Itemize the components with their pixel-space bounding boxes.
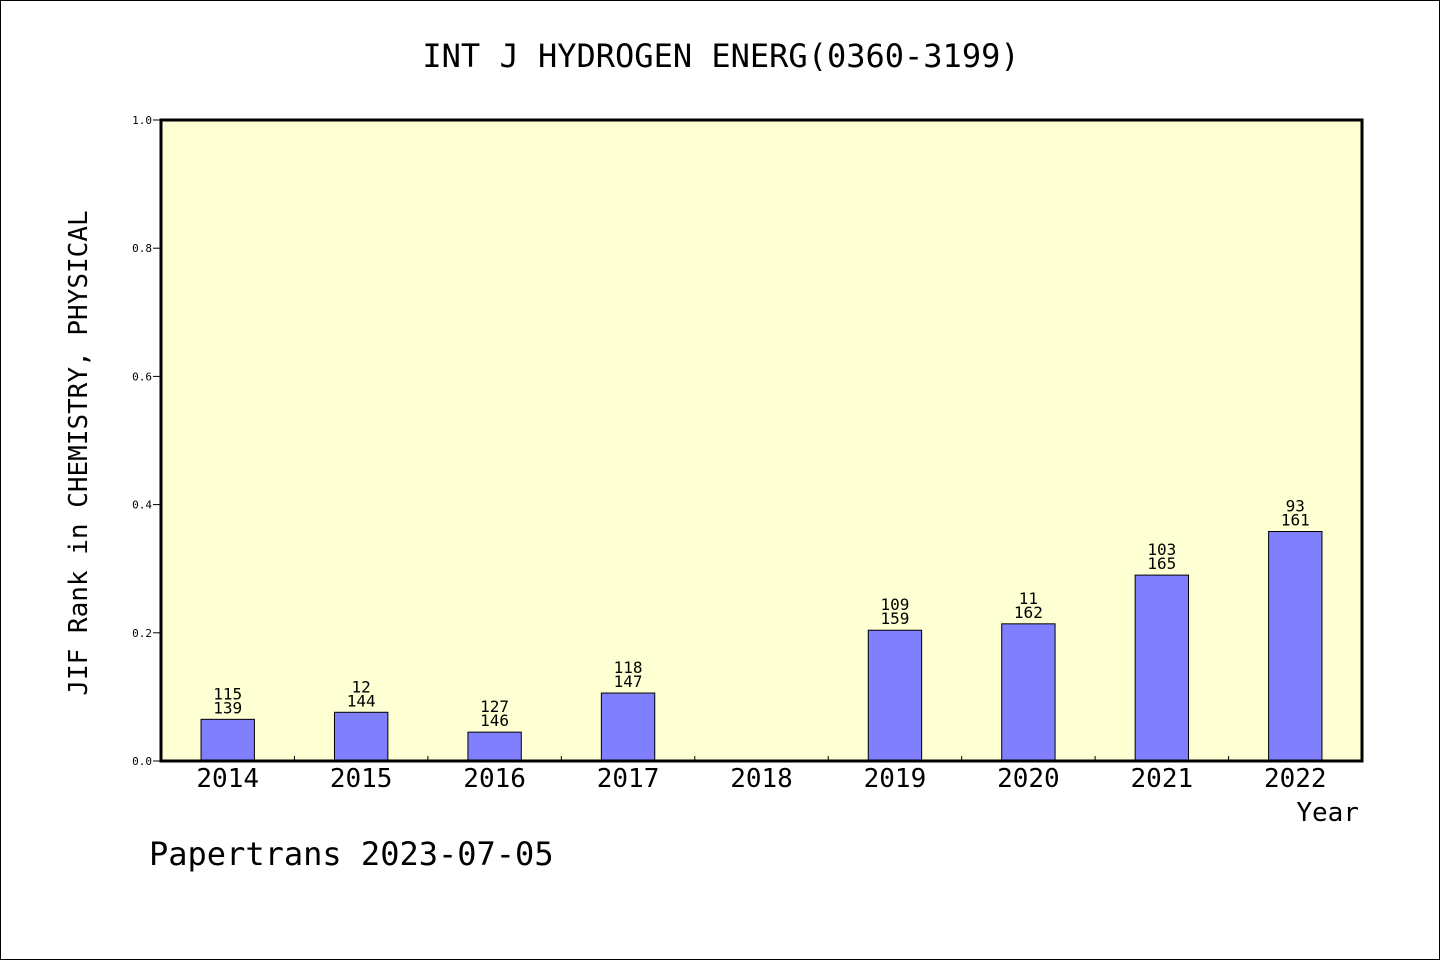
bar-2017 (600, 692, 656, 762)
y-tick-label: 0.6 (132, 370, 152, 383)
x-tick-label: 2018 (730, 764, 793, 794)
x-tick-label: 2021 (1131, 764, 1194, 794)
x-tick-label: 2016 (463, 764, 526, 794)
x-tick-label: 2020 (997, 764, 1060, 794)
y-tick-label: 0.4 (132, 499, 152, 512)
bar-2016 (467, 731, 522, 762)
y-tick-label: 0.2 (132, 627, 152, 640)
y-tick-label: 0.0 (132, 755, 152, 768)
x-tick-label: 2014 (196, 764, 259, 794)
y-tick-label: 1.0 (132, 114, 152, 127)
bar-label-rank: 12 (352, 677, 371, 696)
x-axis: 2014 2015 2016 2017 2018 2019 2020 2021 2022 (196, 756, 1327, 794)
x-tick-label: 2022 (1264, 764, 1327, 794)
bar-label-rank: 118 (614, 658, 643, 677)
footer-credit: Papertrans 2023-07-05 (149, 835, 554, 873)
bar-label-total: 165 (1147, 554, 1176, 573)
plot-frame (159, 118, 1364, 763)
bar-label-total: 139 (213, 698, 242, 717)
bar-2022 (1268, 531, 1323, 762)
bar-label-rank: 109 (880, 595, 909, 614)
bar-label-total: 162 (1014, 603, 1043, 622)
bar-label-rank: 127 (480, 697, 509, 716)
bar-label-total: 144 (347, 691, 376, 710)
bar-label-rank: 103 (1147, 540, 1176, 559)
chart-title: INT J HYDROGEN ENERG(0360-3199) (422, 37, 1019, 75)
bar-2014 (200, 718, 255, 762)
x-tick-label: 2017 (597, 764, 660, 794)
bar-2020 (1001, 623, 1056, 762)
bar-2021 (1134, 574, 1190, 762)
bar-2015 (333, 711, 389, 762)
bar-label-rank: 115 (213, 684, 242, 703)
bar-label-rank: 11 (1019, 589, 1038, 608)
bar-label-total: 161 (1281, 511, 1310, 530)
bar-label-rank: 93 (1286, 497, 1305, 516)
y-axis-label: JIF Rank in CHEMISTRY, PHYSICAL (64, 210, 94, 695)
bar-label-total: 159 (880, 609, 909, 628)
x-tick-label: 2015 (330, 764, 393, 794)
bar-label-total: 147 (614, 672, 643, 691)
y-axis: 0.0 0.2 0.4 0.6 0.8 1.0 (132, 114, 161, 768)
y-tick-label: 0.8 (132, 242, 152, 255)
x-axis-label: Year (1296, 798, 1359, 828)
bars (200, 531, 1323, 762)
x-tick-label: 2019 (864, 764, 927, 794)
bar-label-total: 146 (480, 711, 509, 730)
bar-2019 (867, 629, 923, 762)
